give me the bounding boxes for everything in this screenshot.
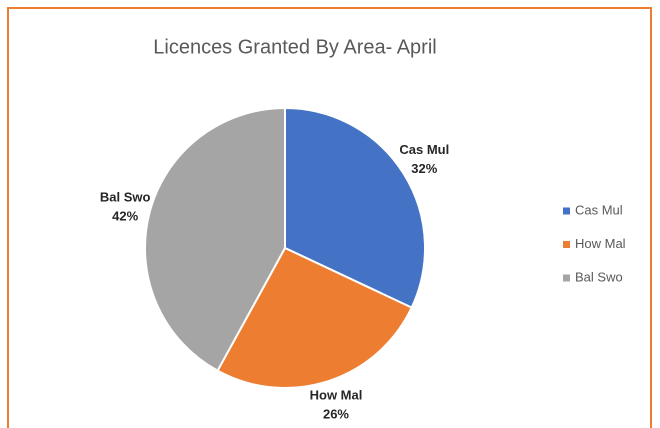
pie-slice (144, 106, 286, 373)
legend-label: Bal Swo (575, 269, 623, 284)
legend-label: Cas Mul (575, 202, 623, 217)
legend-swatch (563, 241, 570, 248)
pie-slice (284, 106, 426, 309)
data-label-value: 26% (323, 406, 349, 421)
chart-title: Licences Granted By Area- April (153, 36, 436, 58)
legend-label: How Mal (575, 236, 626, 251)
legend-swatch (563, 207, 570, 215)
data-label-value: 42% (112, 208, 138, 223)
legend-swatch (563, 274, 570, 282)
data-label-name: Bal Swo (100, 189, 151, 204)
data-label-name: How Mal (310, 387, 363, 402)
data-label-name: Cas Mul (399, 142, 449, 157)
frame (7, 7, 652, 428)
data-label-value: 32% (411, 161, 437, 176)
